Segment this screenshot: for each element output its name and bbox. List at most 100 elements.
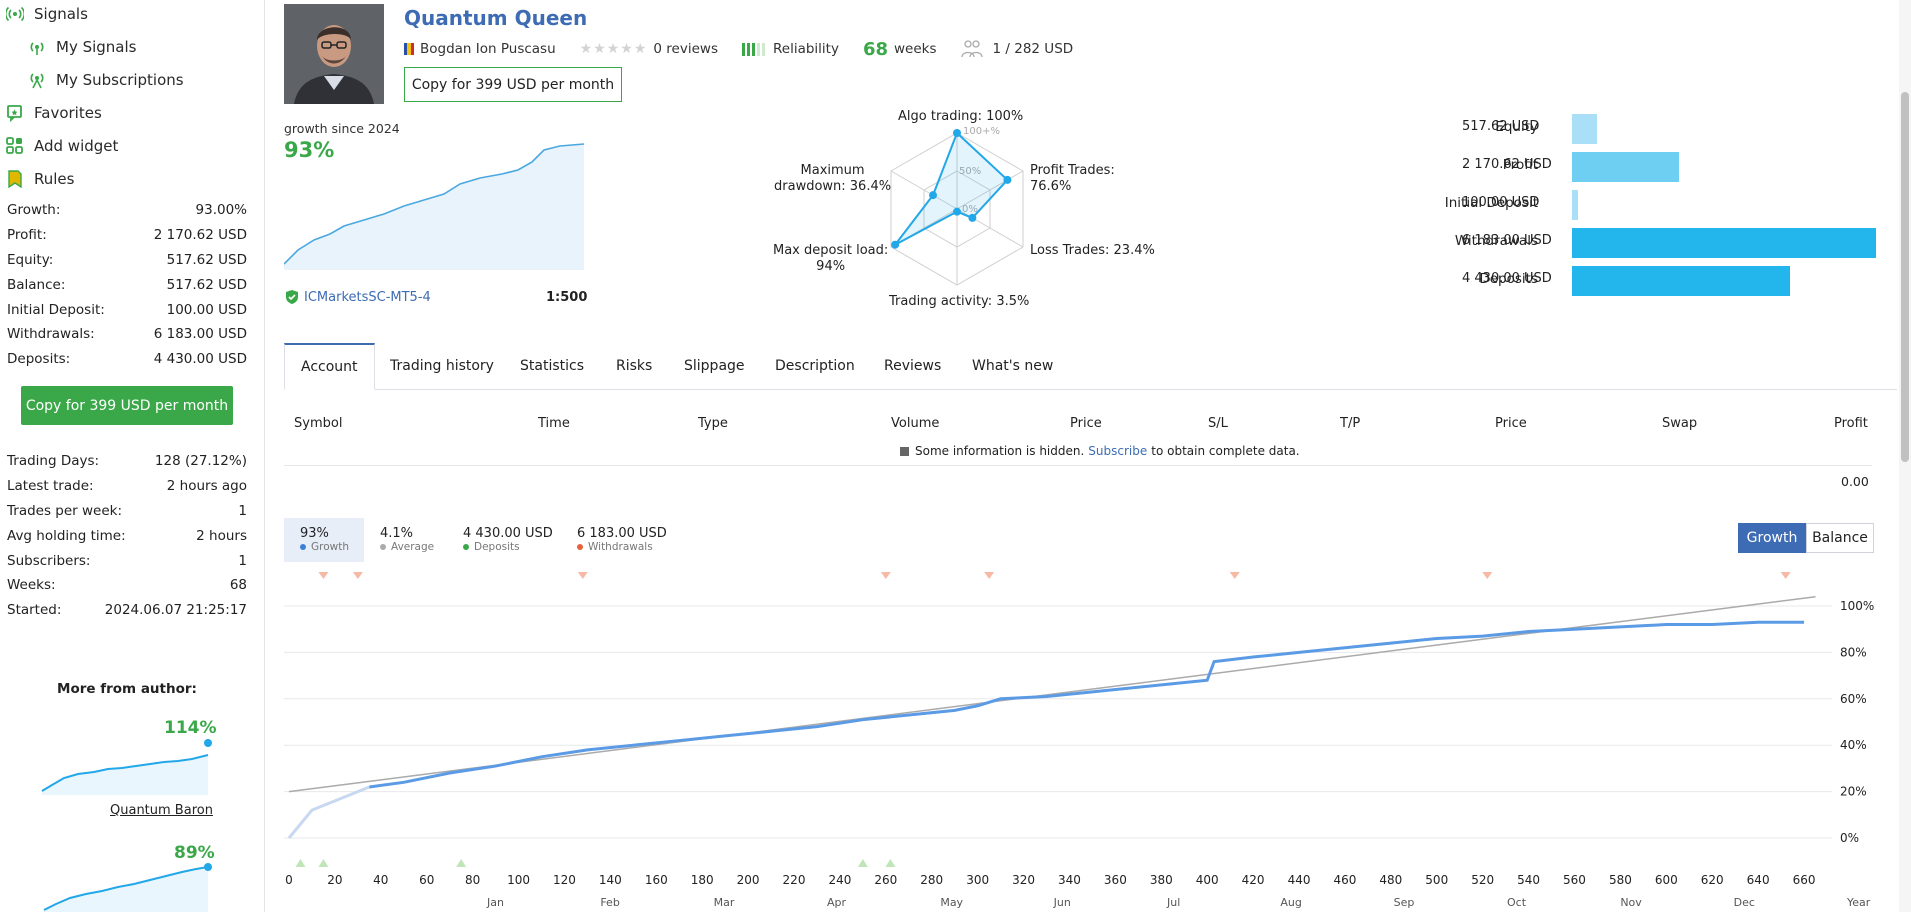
x-tick-label: 480 (1379, 873, 1402, 887)
withdrawal-marker (352, 572, 363, 579)
stat-deposits: Deposits: 4 430.00 USD (7, 347, 247, 372)
hidden-info-notice: Some information is hidden. Subscribe to… (900, 444, 1300, 458)
weeks-number: 68 (862, 38, 889, 60)
bar-value-equity: 517.62 USD (1462, 119, 1540, 134)
bar-label-withdrawals: Withdrawals (1454, 233, 1538, 249)
nav-signals[interactable]: Signals (6, 4, 88, 24)
x-tick-label: 520 (1471, 873, 1494, 887)
toggle-growth[interactable]: Growth (1738, 523, 1806, 553)
hidden-info-text-2: to obtain complete data. (1151, 444, 1300, 458)
tab-whats-new[interactable]: What's new (972, 358, 1054, 374)
stat-value: 517.62 USD (166, 276, 247, 293)
reliability-label: Reliability (772, 41, 839, 57)
x-tick-label: 380 (1150, 873, 1173, 887)
author-name[interactable]: Bogdan Ion Puscasu (420, 41, 556, 57)
leverage-value: 1:500 (546, 290, 588, 305)
nav-favorites[interactable]: Favorites (6, 103, 102, 123)
broker-link[interactable]: ICMarketsSC-MT5-4 (284, 289, 431, 305)
nav-signals-label: Signals (34, 5, 88, 23)
broker-name: ICMarketsSC-MT5-4 (304, 289, 431, 305)
tab-description[interactable]: Description (775, 358, 855, 374)
x-tick-label: 620 (1701, 873, 1724, 887)
bar-label-equity: Equity (1495, 119, 1538, 135)
stat-value: 517.62 USD (166, 251, 247, 268)
copy-signal-button[interactable]: Copy for 399 USD per month (404, 67, 622, 102)
x-tick-label: 180 (691, 873, 714, 887)
col-type: Type (698, 416, 728, 431)
x-tick-label: 260 (874, 873, 897, 887)
subscribers-icon (960, 40, 983, 58)
nav-add-widget[interactable]: Add widget (6, 136, 118, 156)
weeks-label: weeks (894, 41, 937, 57)
radar-point (891, 240, 900, 249)
legend-deposits[interactable]: 4 430.00 USD Deposits (463, 518, 553, 570)
author-photo-icon (284, 4, 384, 104)
mini-signal-chart[interactable] (38, 735, 218, 795)
growth-chart: 0 20 40 60 80 100 120 140 160 180 200 220 240 260 280 3… (284, 572, 1874, 887)
radar-label-profit-trades: Profit Trades: 76.6% (1030, 163, 1115, 195)
radar-label-drawdown-value: drawdown: 36.4% (774, 179, 892, 194)
sidebar: Signals My Signals My Subscriptions Favo… (0, 0, 265, 912)
stat-withdrawals: Withdrawals: 6 183.00 USD (7, 322, 247, 347)
legend-average-sub: Average (380, 541, 434, 553)
stat-value: 2 170.62 USD (153, 227, 247, 244)
month-label: Year (1847, 896, 1871, 909)
stat-value: 6 183.00 USD (153, 326, 247, 343)
subscribe-link[interactable]: Subscribe (1088, 444, 1148, 458)
col-profit: Profit (1834, 416, 1868, 431)
y-tick-label: 20% (1840, 785, 1867, 799)
nav-rules[interactable]: Rules (6, 169, 74, 189)
radar-tick-0: 0% (962, 204, 978, 215)
stat-label: Avg holding time: (7, 527, 126, 544)
subscribers-count: 1 / 282 USD (992, 41, 1074, 57)
tab-account[interactable]: Account (284, 343, 375, 390)
stat-trading-days: Trading Days: 128 (27.12%) (7, 449, 247, 474)
tab-trading-history[interactable]: Trading history (390, 358, 494, 374)
x-tick-label: 540 (1517, 873, 1540, 887)
month-label: Oct (1507, 896, 1527, 909)
stat-subscribers: Subscribers: 1 (7, 548, 247, 573)
total-profit: 0.00 (1841, 474, 1869, 489)
month-label: Aug (1280, 896, 1302, 909)
stat-label: Latest trade: (7, 478, 94, 495)
mini-signal-name[interactable]: Quantum Baron (110, 803, 213, 818)
tab-slippage[interactable]: Slippage (684, 358, 745, 374)
month-label: May (940, 896, 964, 909)
stat-avg-holding: Avg holding time: 2 hours (7, 523, 247, 548)
legend-growth[interactable]: 93% Growth (284, 518, 364, 562)
tab-reviews[interactable]: Reviews (884, 358, 942, 374)
stat-started: Started: 2024.06.07 21:25:17 (7, 598, 247, 623)
nav-my-signals[interactable]: My Signals (28, 37, 136, 57)
stat-value: 4 430.00 USD (153, 351, 247, 368)
bar-fill-withdrawals (1572, 228, 1876, 258)
tab-statistics[interactable]: Statistics (520, 358, 584, 374)
chart-markers (295, 572, 1791, 867)
nav-my-subscriptions[interactable]: My Subscriptions (28, 70, 184, 90)
scrollbar-thumb[interactable] (1901, 92, 1909, 462)
scrollbar-track[interactable] (1899, 0, 1911, 912)
legend-average[interactable]: 4.1% Average (380, 518, 434, 570)
legend-withdrawals-value: 6 183.00 USD (577, 526, 667, 541)
growth-line-early (287, 785, 370, 839)
signal-title[interactable]: Quantum Queen (404, 6, 588, 30)
legend-deposits-value: 4 430.00 USD (463, 526, 553, 541)
tab-risks[interactable]: Risks (616, 358, 653, 374)
reviews-count[interactable]: 0 reviews (653, 41, 718, 57)
x-tick-label: 0 (285, 873, 293, 887)
favorite-icon (7, 105, 22, 122)
x-tick-label: 100 (507, 873, 530, 887)
nav-rules-label: Rules (34, 170, 75, 188)
y-tick-label: 80% (1840, 645, 1867, 659)
legend-withdrawals[interactable]: 6 183.00 USD Withdrawals (577, 518, 667, 570)
sidebar-copy-button[interactable]: Copy for 399 USD per month (21, 386, 233, 425)
y-tick-label: 40% (1840, 738, 1867, 752)
stat-label: Weeks: (7, 577, 56, 594)
mini-signal-chart-2[interactable] (40, 858, 220, 912)
legend-average-value: 4.1% (380, 526, 414, 541)
more-from-author-title: More from author: (57, 681, 197, 697)
x-tick-label: 340 (1058, 873, 1081, 887)
sidebar-stats-primary: Growth: 93.00% Profit: 2 170.62 USD Equity… (7, 198, 247, 372)
toggle-balance[interactable]: Balance (1806, 523, 1874, 553)
x-tick-label: 580 (1609, 873, 1632, 887)
